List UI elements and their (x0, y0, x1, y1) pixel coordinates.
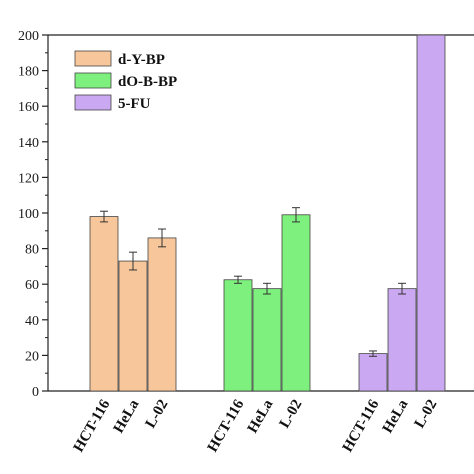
category-label: HeLa (380, 397, 412, 436)
category-label: L-02 (277, 397, 306, 431)
y-tick-label: 180 (18, 65, 39, 80)
y-tick-label: 80 (25, 243, 39, 258)
category-label: HCT-116 (71, 397, 114, 455)
legend-label: d-Y-BP (118, 52, 165, 68)
category-label: HeLa (111, 397, 143, 436)
legend-label: 5-FU (118, 96, 151, 112)
y-tick-label: 160 (18, 100, 39, 115)
y-tick-label: 140 (18, 136, 39, 151)
category-label: L-02 (143, 397, 172, 431)
bars (89, 34, 446, 392)
y-tick-label: 40 (25, 314, 39, 329)
legend-swatch (74, 94, 112, 111)
bar (223, 279, 253, 392)
y-tick-label: 60 (25, 278, 39, 293)
bar (118, 260, 148, 392)
y-tick-label: 120 (18, 171, 39, 186)
bar (147, 237, 177, 392)
legend-label: dO-B-BP (118, 74, 177, 90)
y-tick-label: 100 (18, 207, 39, 222)
category-label: HeLa (245, 397, 277, 436)
y-tick-label: 0 (32, 385, 39, 400)
bar (281, 214, 311, 392)
y-tick-label: 20 (25, 349, 39, 364)
bar (252, 288, 282, 392)
legend-swatch (74, 50, 112, 67)
y-tick-label: 200 (18, 29, 39, 44)
y-axis: 0 20 40 60 80 100 120 140 160 180 200 (18, 29, 49, 400)
legend: d-Y-BP dO-B-BP 5-FU (74, 50, 177, 112)
category-label: L-02 (412, 397, 441, 431)
bar (89, 216, 119, 392)
bar (387, 288, 417, 392)
category-label: HCT-116 (205, 397, 248, 455)
legend-swatch (74, 72, 112, 89)
category-label: HCT-116 (340, 397, 383, 455)
bar (416, 34, 446, 392)
bar (358, 353, 388, 392)
